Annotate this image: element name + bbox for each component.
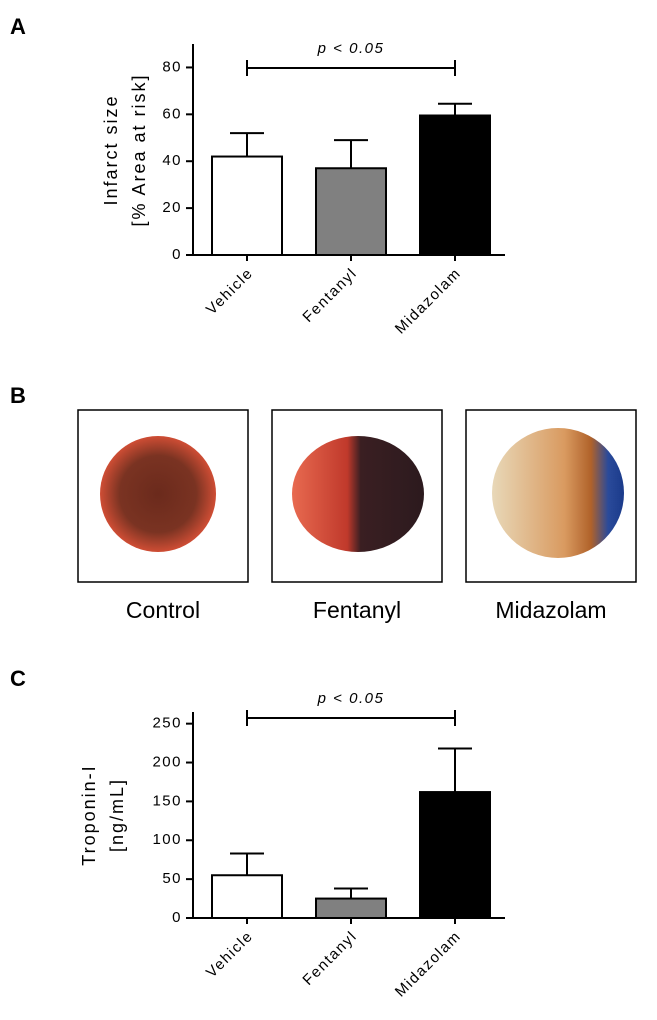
photo-caption: Midazolam bbox=[495, 597, 606, 623]
y-tick-label: 150 bbox=[152, 792, 182, 809]
x-tick-label: Fentanyl bbox=[299, 265, 360, 326]
y-tick-label: 250 bbox=[152, 715, 182, 732]
bar bbox=[419, 791, 491, 920]
x-tick-label: Vehicle bbox=[203, 928, 257, 982]
y-tick-label: 50 bbox=[162, 870, 182, 887]
significance-bracket bbox=[246, 710, 456, 726]
x-tick-label: Fentanyl bbox=[299, 928, 360, 989]
annotation: p < 0.05 bbox=[317, 690, 385, 707]
bar bbox=[315, 897, 387, 920]
panel-label: B bbox=[10, 383, 26, 408]
y-tick-label: 20 bbox=[162, 199, 182, 216]
bar bbox=[315, 167, 387, 256]
photo-frame bbox=[465, 409, 637, 583]
significance-bracket bbox=[246, 60, 456, 76]
y-axis-label: Infarct size bbox=[101, 94, 121, 205]
y-tick-label: 200 bbox=[152, 753, 182, 770]
photo-caption: Fentanyl bbox=[313, 597, 401, 623]
photo-caption: Control bbox=[126, 597, 200, 623]
panel-label: C bbox=[10, 666, 26, 691]
y-tick-label: 60 bbox=[162, 105, 182, 122]
y-tick-label: 100 bbox=[152, 831, 182, 848]
y-axis-label: [% Area at risk] bbox=[129, 73, 149, 226]
y-axis-label: Troponin-I bbox=[79, 764, 99, 865]
photo-heart bbox=[292, 436, 424, 552]
x-tick-label: Midazolam bbox=[392, 928, 465, 1001]
bar bbox=[419, 114, 491, 256]
photo-heart bbox=[100, 436, 216, 552]
photo-frame bbox=[271, 409, 443, 583]
y-tick-label: 0 bbox=[172, 909, 182, 926]
y-axis-label: [ng/mL] bbox=[107, 778, 127, 852]
bar bbox=[211, 874, 283, 920]
x-tick-label: Midazolam bbox=[392, 265, 465, 338]
y-tick-label: 0 bbox=[172, 246, 182, 263]
y-tick-label: 40 bbox=[162, 152, 182, 169]
x-tick-label: Vehicle bbox=[203, 265, 257, 319]
panel-label: A bbox=[10, 14, 26, 39]
photo-frame bbox=[77, 409, 249, 583]
bar bbox=[211, 155, 283, 257]
annotation: p < 0.05 bbox=[317, 40, 385, 57]
photo-heart bbox=[492, 428, 624, 558]
y-tick-label: 80 bbox=[162, 58, 182, 75]
